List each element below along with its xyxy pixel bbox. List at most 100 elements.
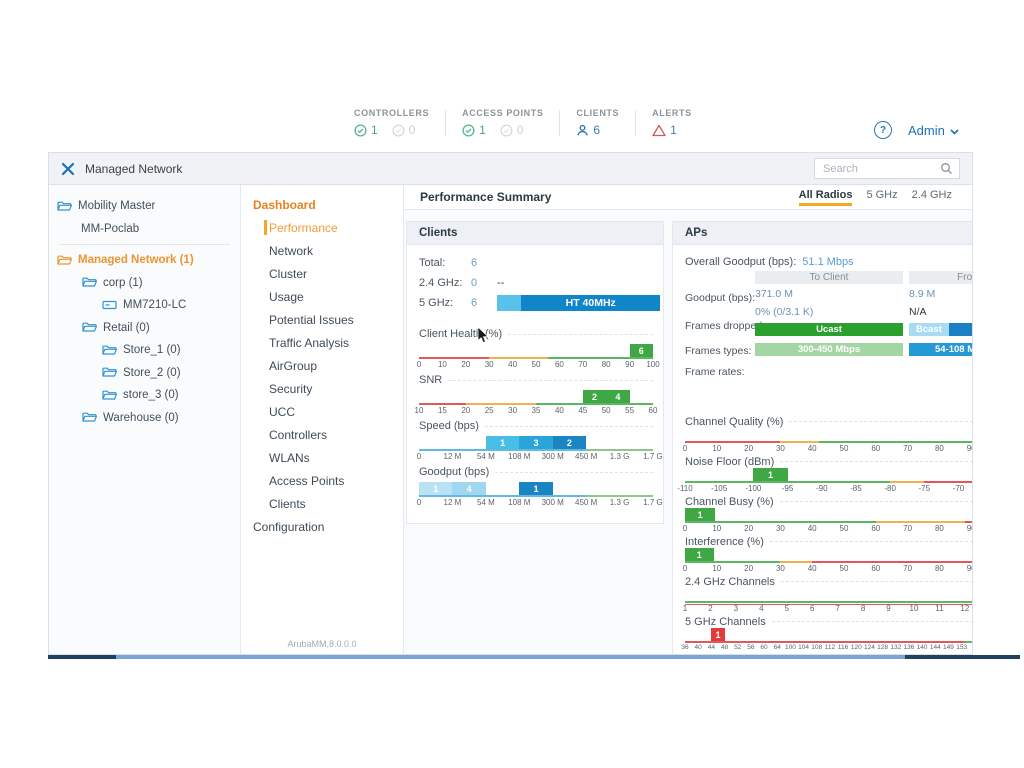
tick-label: 60 (871, 444, 881, 453)
alert-triangle-icon (652, 124, 666, 137)
nav-item-ucc[interactable]: UCC (241, 400, 403, 423)
tick-label: 60 (554, 360, 564, 369)
nav-item-usage[interactable]: Usage (241, 285, 403, 308)
clients-total-row: Total: 6 (419, 253, 651, 273)
tick-label: -95 (781, 484, 794, 493)
nav-item-airgroup[interactable]: AirGroup (241, 354, 403, 377)
tree-item-store-3-0[interactable]: store_3 (0) (49, 384, 240, 407)
tick-label: 0 (416, 452, 422, 461)
nav-item-security[interactable]: Security (241, 377, 403, 400)
nav-item-label: Cluster (269, 266, 308, 281)
tick-label: 80 (601, 360, 611, 369)
divider (780, 581, 972, 582)
tick-label: 450 M (575, 498, 598, 507)
channel-width-bar: HT 40MHz (497, 295, 660, 311)
search-input[interactable] (821, 161, 940, 176)
tick-label: 12 M (443, 498, 462, 507)
folder-icon (102, 345, 117, 356)
tick-label: 136 (903, 644, 915, 651)
tick-label: 40 (508, 360, 518, 369)
tick-label: 1.7 G (643, 452, 663, 461)
stat-item: 0 (500, 123, 524, 137)
nav-item-dashboard[interactable]: Dashboard (241, 193, 403, 216)
nav-item-label: Usage (269, 289, 304, 304)
stat-controllers[interactable]: CONTROLLERS 1 0 (338, 108, 445, 137)
admin-menu[interactable]: Admin (908, 123, 959, 138)
stat-access-points[interactable]: ACCESS POINTS 1 0 (446, 108, 559, 137)
divider (780, 461, 972, 462)
network-tree: Mobility Master MM-Poclab Managed Network … (49, 185, 241, 654)
axis-zone (685, 561, 781, 563)
tick-label: 10 (437, 360, 447, 369)
close-icon[interactable] (61, 162, 75, 176)
tick-label: 144 (929, 644, 941, 651)
nav-item-controllers[interactable]: Controllers (241, 423, 403, 446)
tree-item-warehouse-0[interactable]: Warehouse (0) (49, 407, 240, 430)
tick-label: 3 (733, 604, 739, 613)
scrollbar-thumb-right[interactable] (905, 655, 1020, 659)
tab-2-4-ghz[interactable]: 2.4 GHz (911, 188, 952, 201)
tick-label: -105 (711, 484, 728, 493)
tick-label: 70 (903, 564, 913, 573)
tick-label: -85 (850, 484, 862, 493)
axis-zone (465, 403, 536, 405)
tick-label: 100 (646, 360, 660, 369)
table-row-label: Frame rates: (685, 366, 745, 378)
nav-item-access-points[interactable]: Access Points (241, 469, 403, 492)
nav-column: Dashboard Performance Network Cluster Usage P… (241, 185, 404, 654)
chart-bar: 2 (582, 390, 607, 403)
tab-5-ghz[interactable]: 5 GHz (866, 188, 898, 201)
nav-item-label: Dashboard (253, 197, 316, 212)
tree-item-corp-1[interactable]: corp (1) (49, 272, 240, 295)
nav-item-configuration[interactable]: Configuration (241, 515, 403, 538)
table-bar-54-108-mbps: 54-108 Mbps (909, 343, 972, 356)
stat-clients[interactable]: CLIENTS 6 (560, 108, 635, 137)
table-bar-300-450-mbps: 300-450 Mbps (755, 343, 903, 356)
stat-item: 0 (392, 123, 416, 137)
nav-item-potential-issues[interactable]: Potential Issues (241, 308, 403, 331)
tree-item-mm7210-lc[interactable]: MM7210-LC (49, 294, 240, 317)
person-icon (576, 124, 589, 137)
tab-all-radios[interactable]: All Radios (798, 189, 853, 206)
nav-item-wlans[interactable]: WLANs (241, 446, 403, 469)
folder-icon (82, 412, 97, 423)
nav-item-label: Traffic Analysis (269, 335, 350, 350)
tree-item-store-2-0[interactable]: Store_2 (0) (49, 362, 240, 385)
nav-item-traffic-analysis[interactable]: Traffic Analysis (241, 331, 403, 354)
stat-item: 1 (462, 123, 486, 137)
tick-label: 0 (416, 498, 422, 507)
tree-item-mobility-master[interactable]: Mobility Master (49, 195, 240, 218)
table-row: 371.0 M 8.9 M (755, 288, 972, 300)
divider (779, 501, 972, 502)
tick-label: 20 (744, 524, 754, 533)
nav-item-cluster[interactable]: Cluster (241, 262, 403, 285)
tick-label: 30 (775, 444, 785, 453)
tick-label: 50 (839, 564, 849, 573)
help-icon[interactable]: ? (874, 121, 892, 139)
row-label: 5 GHz: (419, 297, 454, 309)
stat-value: 0 (516, 123, 524, 137)
tree-item-store-1-0[interactable]: Store_1 (0) (49, 339, 240, 362)
nav-item-clients[interactable]: Clients (241, 492, 403, 515)
tick-label: 30 (775, 524, 785, 533)
tree-item-mm-poclab[interactable]: MM-Poclab (49, 218, 240, 241)
row-value: 6 (471, 297, 478, 309)
stat-value: 0 (408, 123, 416, 137)
scrollbar-thumb-left[interactable] (48, 655, 116, 659)
chart-bar: 3 (519, 436, 553, 449)
tick-label: 25 (484, 406, 494, 415)
nav-item-label: Potential Issues (269, 312, 354, 327)
chart-title: Speed (bps) (419, 420, 479, 432)
tree-item-managed-network-1[interactable]: Managed Network (1) (49, 249, 240, 272)
stat-alerts[interactable]: ALERTS 1 (636, 108, 708, 137)
admin-label: Admin (908, 122, 945, 138)
tick-label: 44 (707, 644, 715, 651)
nav-item-network[interactable]: Network (241, 239, 403, 262)
tick-label: 60 (871, 564, 881, 573)
search-icon[interactable] (940, 162, 953, 175)
nav-item-performance[interactable]: Performance (241, 216, 403, 239)
check-circle-icon (354, 123, 367, 137)
table-bar-mcast: Mcast (948, 323, 972, 336)
tick-label: 52 (734, 644, 742, 651)
tree-item-retail-0[interactable]: Retail (0) (49, 317, 240, 340)
